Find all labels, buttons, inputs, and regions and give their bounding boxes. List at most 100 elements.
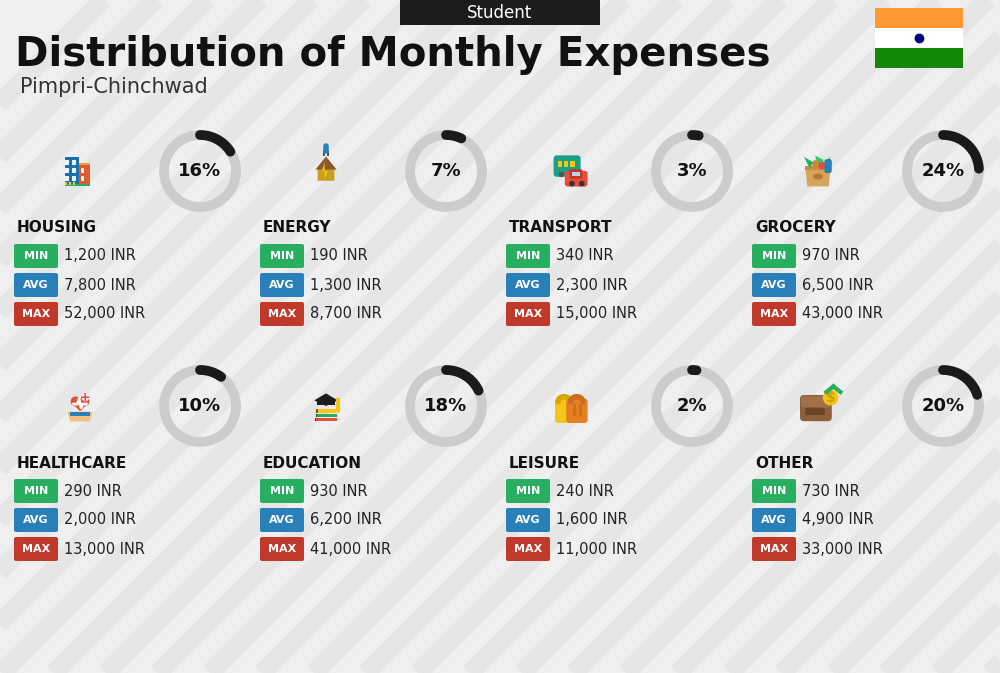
Text: MIN: MIN xyxy=(516,251,540,261)
FancyBboxPatch shape xyxy=(14,479,58,503)
Text: 7%: 7% xyxy=(431,162,461,180)
FancyBboxPatch shape xyxy=(800,395,832,421)
Text: 11,000 INR: 11,000 INR xyxy=(556,542,637,557)
FancyBboxPatch shape xyxy=(506,273,550,297)
Text: MIN: MIN xyxy=(270,251,294,261)
Polygon shape xyxy=(815,155,824,168)
Text: 24%: 24% xyxy=(921,162,965,180)
FancyBboxPatch shape xyxy=(317,399,335,404)
Text: TRANSPORT: TRANSPORT xyxy=(509,221,612,236)
Text: MIN: MIN xyxy=(270,486,294,496)
FancyBboxPatch shape xyxy=(752,302,796,326)
Text: MAX: MAX xyxy=(760,544,788,554)
FancyBboxPatch shape xyxy=(752,244,796,268)
Circle shape xyxy=(818,162,826,170)
FancyBboxPatch shape xyxy=(65,182,67,185)
FancyBboxPatch shape xyxy=(14,273,58,297)
FancyBboxPatch shape xyxy=(260,244,304,268)
Text: 1,300 INR: 1,300 INR xyxy=(310,277,382,293)
Text: 2%: 2% xyxy=(677,397,707,415)
Circle shape xyxy=(71,396,80,406)
FancyBboxPatch shape xyxy=(506,479,550,503)
Text: AVG: AVG xyxy=(761,280,787,290)
FancyBboxPatch shape xyxy=(875,48,963,68)
Text: 3%: 3% xyxy=(677,162,707,180)
Text: +: + xyxy=(80,391,91,404)
FancyBboxPatch shape xyxy=(69,182,71,185)
Text: 41,000 INR: 41,000 INR xyxy=(310,542,391,557)
Text: 13,000 INR: 13,000 INR xyxy=(64,542,145,557)
Text: MAX: MAX xyxy=(22,309,50,319)
Polygon shape xyxy=(824,157,832,168)
Text: MAX: MAX xyxy=(268,544,296,554)
Text: 33,000 INR: 33,000 INR xyxy=(802,542,883,557)
Text: HEALTHCARE: HEALTHCARE xyxy=(17,456,127,470)
FancyBboxPatch shape xyxy=(752,537,796,561)
FancyBboxPatch shape xyxy=(260,537,304,561)
FancyBboxPatch shape xyxy=(81,168,84,173)
FancyBboxPatch shape xyxy=(400,0,600,25)
FancyBboxPatch shape xyxy=(327,151,329,156)
Text: 18%: 18% xyxy=(424,397,468,415)
Text: MAX: MAX xyxy=(760,309,788,319)
Text: AVG: AVG xyxy=(23,280,49,290)
FancyBboxPatch shape xyxy=(260,508,304,532)
Text: EDUCATION: EDUCATION xyxy=(263,456,362,470)
FancyBboxPatch shape xyxy=(315,418,316,421)
Text: LEISURE: LEISURE xyxy=(509,456,580,470)
Text: 930 INR: 930 INR xyxy=(310,483,368,499)
Text: 6,500 INR: 6,500 INR xyxy=(802,277,874,293)
FancyBboxPatch shape xyxy=(65,184,90,186)
FancyBboxPatch shape xyxy=(323,151,325,156)
Circle shape xyxy=(82,394,89,401)
Text: $: $ xyxy=(826,390,835,404)
FancyBboxPatch shape xyxy=(564,161,568,167)
Polygon shape xyxy=(71,402,89,411)
FancyBboxPatch shape xyxy=(260,302,304,326)
Text: MIN: MIN xyxy=(24,251,48,261)
FancyBboxPatch shape xyxy=(506,302,550,326)
Polygon shape xyxy=(315,156,337,170)
Text: 190 INR: 190 INR xyxy=(310,248,368,264)
Text: 1,200 INR: 1,200 INR xyxy=(64,248,136,264)
Text: Student: Student xyxy=(467,4,533,22)
Text: 730 INR: 730 INR xyxy=(802,483,860,499)
FancyBboxPatch shape xyxy=(565,171,588,186)
Text: 43,000 INR: 43,000 INR xyxy=(802,306,883,322)
Text: MAX: MAX xyxy=(514,544,542,554)
Ellipse shape xyxy=(813,160,818,168)
FancyBboxPatch shape xyxy=(81,176,84,181)
Text: 1,600 INR: 1,600 INR xyxy=(556,513,628,528)
FancyBboxPatch shape xyxy=(752,508,796,532)
FancyBboxPatch shape xyxy=(801,396,831,408)
FancyBboxPatch shape xyxy=(70,412,90,416)
Text: 6,200 INR: 6,200 INR xyxy=(310,513,382,528)
FancyBboxPatch shape xyxy=(72,168,76,173)
FancyBboxPatch shape xyxy=(316,414,317,417)
Circle shape xyxy=(569,181,575,186)
Text: 52,000 INR: 52,000 INR xyxy=(64,306,145,322)
FancyBboxPatch shape xyxy=(79,166,90,185)
Text: 290 INR: 290 INR xyxy=(64,483,122,499)
FancyBboxPatch shape xyxy=(73,182,75,185)
FancyBboxPatch shape xyxy=(752,273,796,297)
FancyBboxPatch shape xyxy=(14,508,58,532)
FancyBboxPatch shape xyxy=(65,176,69,181)
Circle shape xyxy=(324,144,328,148)
Text: Pimpri-Chinchwad: Pimpri-Chinchwad xyxy=(20,77,208,97)
Text: OTHER: OTHER xyxy=(755,456,813,470)
Text: AVG: AVG xyxy=(269,280,295,290)
Text: Distribution of Monthly Expenses: Distribution of Monthly Expenses xyxy=(15,35,770,75)
Text: AVG: AVG xyxy=(515,280,541,290)
FancyBboxPatch shape xyxy=(260,273,304,297)
Text: 20%: 20% xyxy=(921,397,965,415)
FancyBboxPatch shape xyxy=(315,418,337,421)
Text: 10%: 10% xyxy=(178,397,222,415)
FancyBboxPatch shape xyxy=(875,8,963,28)
Polygon shape xyxy=(805,168,831,186)
Polygon shape xyxy=(804,157,814,168)
FancyBboxPatch shape xyxy=(316,414,336,417)
FancyBboxPatch shape xyxy=(72,160,76,165)
Text: MIN: MIN xyxy=(762,486,786,496)
Text: 2,000 INR: 2,000 INR xyxy=(64,513,136,528)
